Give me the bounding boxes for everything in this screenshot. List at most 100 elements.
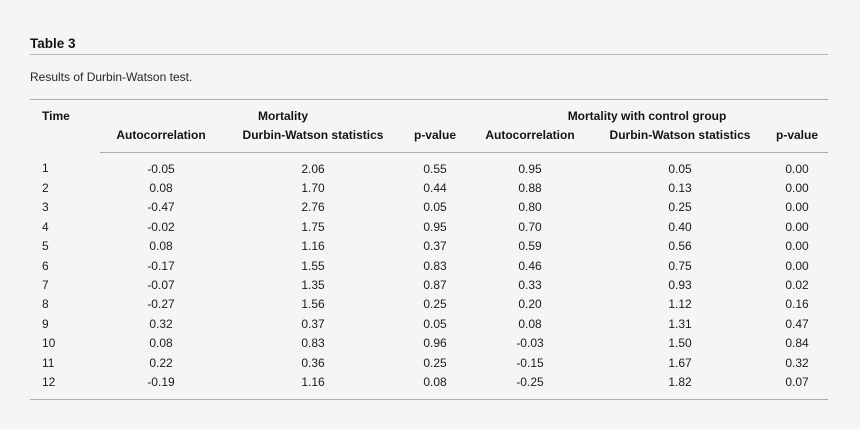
cell-autocorrelation-2: 0.95 <box>518 161 542 176</box>
cell-dw-statistics-2: 0.05 <box>668 161 692 176</box>
cell-autocorrelation-1: -0.27 <box>147 297 175 312</box>
cell-p-value-2: 0.00 <box>785 181 809 196</box>
cell-p-value-1: 0.55 <box>423 161 447 176</box>
cell-autocorrelation-2: 0.59 <box>518 239 542 254</box>
cell-dw-statistics-1: 1.75 <box>301 219 325 234</box>
cell-dw-statistics-1: 2.06 <box>301 161 325 176</box>
cell-time: 7 <box>42 278 49 293</box>
cell-time: 4 <box>42 219 49 234</box>
cell-p-value-2: 0.02 <box>785 278 809 293</box>
cell-dw-statistics-1: 1.16 <box>301 374 325 389</box>
cell-time: 12 <box>42 374 56 389</box>
cell-p-value-1: 0.37 <box>423 239 447 254</box>
cell-p-value-2: 0.84 <box>785 336 809 351</box>
cell-dw-statistics-1: 0.37 <box>301 316 325 331</box>
col-header-p-value-1: p-value <box>404 126 466 153</box>
cell-autocorrelation-1: 0.08 <box>149 239 173 254</box>
cell-autocorrelation-2: 0.80 <box>518 200 542 215</box>
cell-autocorrelation-2: -0.15 <box>516 355 544 370</box>
cell-autocorrelation-1: 0.08 <box>149 181 173 196</box>
table-row: 11 0.22 0.36 0.25 -0.15 1.67 0.32 <box>30 353 828 372</box>
cell-p-value-1: 0.44 <box>423 181 447 196</box>
cell-dw-statistics-2: 0.56 <box>668 239 692 254</box>
table-row: 2 0.08 1.70 0.44 0.88 0.13 0.00 <box>30 178 828 197</box>
cell-autocorrelation-2: 0.33 <box>518 278 542 293</box>
cell-autocorrelation-2: 0.08 <box>518 316 542 331</box>
cell-autocorrelation-1: -0.19 <box>147 374 175 389</box>
cell-p-value-2: 0.00 <box>785 161 809 176</box>
table-label: Table 3 <box>30 36 76 51</box>
cell-dw-statistics-1: 1.35 <box>301 278 325 293</box>
cell-time: 5 <box>42 239 49 254</box>
col-header-time: Time <box>42 109 70 123</box>
table-row: 8 -0.27 1.56 0.25 0.20 1.12 0.16 <box>30 295 828 314</box>
cell-dw-statistics-2: 1.12 <box>668 297 692 312</box>
cell-dw-statistics-2: 1.67 <box>668 355 692 370</box>
cell-time: 1 <box>42 161 49 176</box>
cell-p-value-1: 0.08 <box>423 374 447 389</box>
cell-dw-statistics-2: 1.82 <box>668 374 692 389</box>
cell-autocorrelation-1: -0.05 <box>147 161 175 176</box>
cell-autocorrelation-1: 0.08 <box>149 336 173 351</box>
cell-autocorrelation-2: -0.25 <box>516 374 544 389</box>
cell-dw-statistics-1: 1.16 <box>301 239 325 254</box>
cell-p-value-2: 0.00 <box>785 239 809 254</box>
cell-dw-statistics-2: 0.25 <box>668 200 692 215</box>
cell-dw-statistics-2: 0.40 <box>668 219 692 234</box>
cell-p-value-1: 0.05 <box>423 200 447 215</box>
cell-p-value-2: 0.16 <box>785 297 809 312</box>
cell-autocorrelation-1: -0.07 <box>147 278 175 293</box>
cell-autocorrelation-1: 0.22 <box>149 355 173 370</box>
table-row: 6 -0.17 1.55 0.83 0.46 0.75 0.00 <box>30 256 828 275</box>
col-header-autocorrelation-2: Autocorrelation <box>466 126 594 153</box>
cell-p-value-1: 0.87 <box>423 278 447 293</box>
cell-p-value-2: 0.00 <box>785 219 809 234</box>
table-header: Time Mortality Mortality with control gr… <box>30 100 829 153</box>
cell-dw-statistics-1: 1.55 <box>301 258 325 273</box>
cell-p-value-2: 0.47 <box>785 316 809 331</box>
cell-p-value-2: 0.00 <box>785 200 809 215</box>
durbin-watson-table: Time Mortality Mortality with control gr… <box>30 99 829 400</box>
table-row: 12 -0.19 1.16 0.08 -0.25 1.82 0.07 <box>30 372 828 399</box>
table-row: 10 0.08 0.83 0.96 -0.03 1.50 0.84 <box>30 334 828 353</box>
group-header-row: Time Mortality Mortality with control gr… <box>30 100 828 127</box>
cell-p-value-1: 0.95 <box>423 219 447 234</box>
cell-autocorrelation-1: -0.02 <box>147 219 175 234</box>
table-caption: Results of Durbin-Watson test. <box>30 70 193 84</box>
cell-autocorrelation-2: 0.88 <box>518 181 542 196</box>
group-header-mortality-control: Mortality with control group <box>567 109 727 123</box>
cell-autocorrelation-1: -0.17 <box>147 258 175 273</box>
cell-p-value-1: 0.25 <box>423 297 447 312</box>
cell-dw-statistics-2: 1.31 <box>668 316 692 331</box>
group-header-mortality: Mortality <box>257 109 308 123</box>
table-row: 1 -0.05 2.06 0.55 0.95 0.05 0.00 <box>30 153 828 179</box>
cell-p-value-2: 0.00 <box>785 258 809 273</box>
cell-dw-statistics-1: 1.70 <box>301 181 325 196</box>
cell-autocorrelation-1: -0.47 <box>147 200 175 215</box>
cell-p-value-1: 0.96 <box>423 336 447 351</box>
cell-time: 3 <box>42 200 49 215</box>
cell-time: 11 <box>42 355 55 370</box>
cell-autocorrelation-2: -0.03 <box>516 336 544 351</box>
cell-p-value-1: 0.83 <box>423 258 447 273</box>
cell-p-value-1: 0.05 <box>423 316 447 331</box>
cell-dw-statistics-1: 0.83 <box>301 336 325 351</box>
col-header-dw-statistics-2: Durbin-Watson statistics <box>594 126 766 153</box>
col-header-p-value-2: p-value <box>766 126 829 153</box>
sub-header-row: Autocorrelation Durbin-Watson statistics… <box>30 126 829 153</box>
cell-time: 9 <box>42 316 49 331</box>
cell-autocorrelation-1: 0.32 <box>149 316 173 331</box>
cell-p-value-2: 0.32 <box>785 355 809 370</box>
cell-time: 10 <box>42 336 56 351</box>
cell-dw-statistics-1: 0.36 <box>301 355 325 370</box>
cell-p-value-1: 0.25 <box>423 355 447 370</box>
cell-autocorrelation-2: 0.20 <box>518 297 542 312</box>
table-row: 3 -0.47 2.76 0.05 0.80 0.25 0.00 <box>30 198 828 217</box>
cell-time: 2 <box>42 181 49 196</box>
cell-p-value-2: 0.07 <box>785 374 809 389</box>
title-divider <box>30 54 828 55</box>
table-row: 9 0.32 0.37 0.05 0.08 1.31 0.47 <box>30 314 828 333</box>
cell-dw-statistics-2: 0.93 <box>668 278 692 293</box>
table-row: 7 -0.07 1.35 0.87 0.33 0.93 0.02 <box>30 275 828 294</box>
